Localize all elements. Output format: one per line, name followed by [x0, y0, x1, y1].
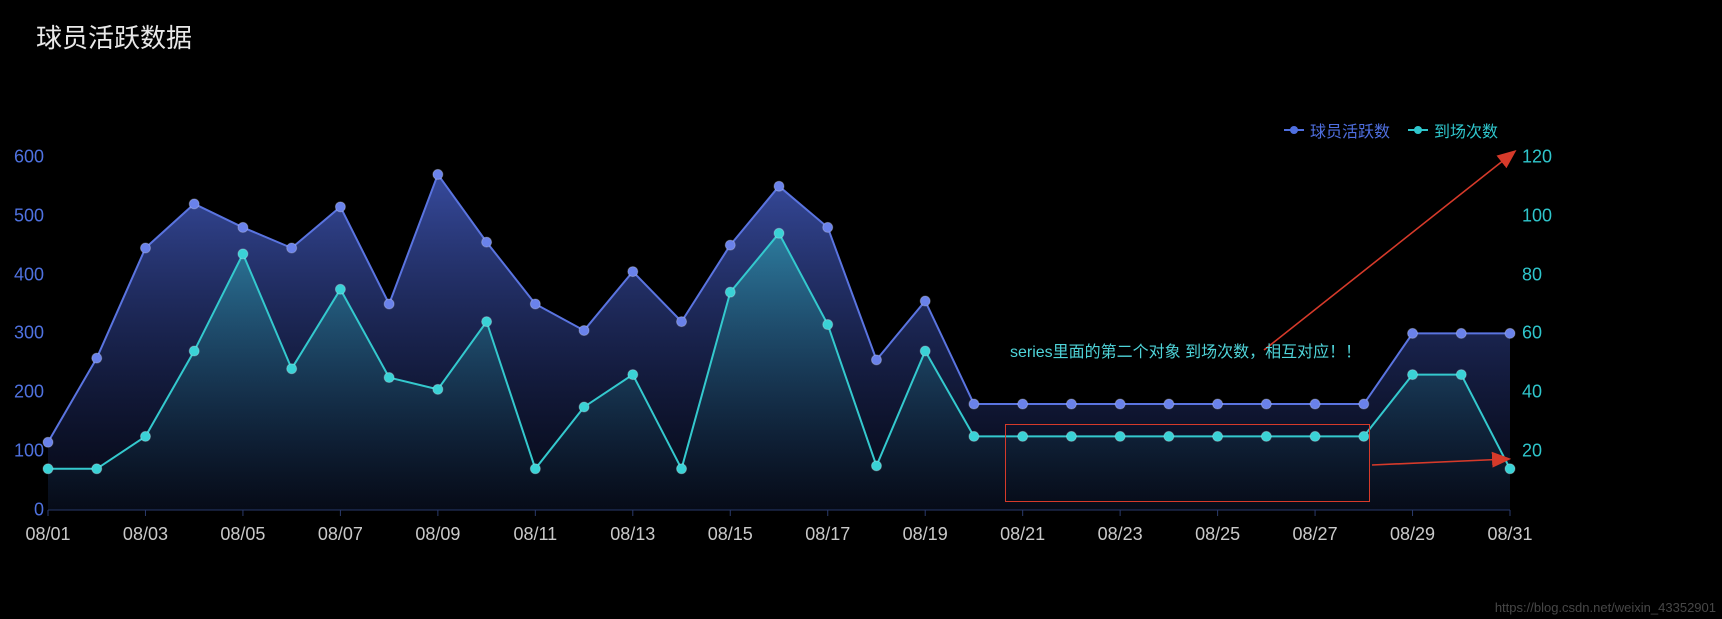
x-axis: [48, 510, 1510, 516]
series-point[interactable]: [287, 364, 297, 374]
series-point[interactable]: [1261, 399, 1271, 409]
series-point[interactable]: [969, 399, 979, 409]
series-point[interactable]: [335, 284, 345, 294]
series-point[interactable]: [92, 464, 102, 474]
series-point[interactable]: [1456, 370, 1466, 380]
series-point[interactable]: [823, 222, 833, 232]
series-point[interactable]: [725, 240, 735, 250]
series-point[interactable]: [287, 243, 297, 253]
series-point[interactable]: [579, 402, 589, 412]
series-point[interactable]: [725, 287, 735, 297]
annotation-text: series里面的第二个对象 到场次数，相互对应！！: [1010, 338, 1361, 362]
series-point[interactable]: [43, 464, 53, 474]
series-point[interactable]: [189, 346, 199, 356]
series-point[interactable]: [969, 431, 979, 441]
series-point[interactable]: [238, 249, 248, 259]
series-point[interactable]: [823, 320, 833, 330]
series-point[interactable]: [238, 222, 248, 232]
series-point[interactable]: [774, 181, 784, 191]
series-point[interactable]: [1164, 399, 1174, 409]
series-point[interactable]: [384, 373, 394, 383]
series-point[interactable]: [433, 384, 443, 394]
series-point[interactable]: [140, 431, 150, 441]
series-point[interactable]: [43, 437, 53, 447]
series-point[interactable]: [140, 243, 150, 253]
series-point[interactable]: [335, 202, 345, 212]
series-point[interactable]: [920, 346, 930, 356]
series-point[interactable]: [628, 370, 638, 380]
series-point[interactable]: [530, 299, 540, 309]
watermark: https://blog.csdn.net/weixin_43352901: [1495, 600, 1716, 615]
series-point[interactable]: [189, 199, 199, 209]
series-point[interactable]: [1066, 399, 1076, 409]
series-point[interactable]: [1456, 328, 1466, 338]
annotation-arrow: [1264, 152, 1514, 350]
series-point[interactable]: [1359, 399, 1369, 409]
series-point[interactable]: [482, 237, 492, 247]
chart-svg: [0, 0, 1722, 619]
series-point[interactable]: [677, 317, 687, 327]
series-point[interactable]: [628, 267, 638, 277]
annotation-box: [1005, 424, 1370, 502]
series-point[interactable]: [1213, 399, 1223, 409]
series-point[interactable]: [1310, 399, 1320, 409]
series-point[interactable]: [677, 464, 687, 474]
series-point[interactable]: [871, 461, 881, 471]
series-point[interactable]: [579, 325, 589, 335]
series-point[interactable]: [530, 464, 540, 474]
series-point[interactable]: [384, 299, 394, 309]
series-point[interactable]: [920, 296, 930, 306]
series-point[interactable]: [871, 355, 881, 365]
series-point[interactable]: [433, 169, 443, 179]
series-point[interactable]: [1018, 399, 1028, 409]
series-point[interactable]: [482, 317, 492, 327]
series-point[interactable]: [1408, 370, 1418, 380]
series-point[interactable]: [92, 353, 102, 363]
series-point[interactable]: [1505, 464, 1515, 474]
series-point[interactable]: [1505, 328, 1515, 338]
series-point[interactable]: [1408, 328, 1418, 338]
series-point[interactable]: [1115, 399, 1125, 409]
series-point[interactable]: [774, 228, 784, 238]
